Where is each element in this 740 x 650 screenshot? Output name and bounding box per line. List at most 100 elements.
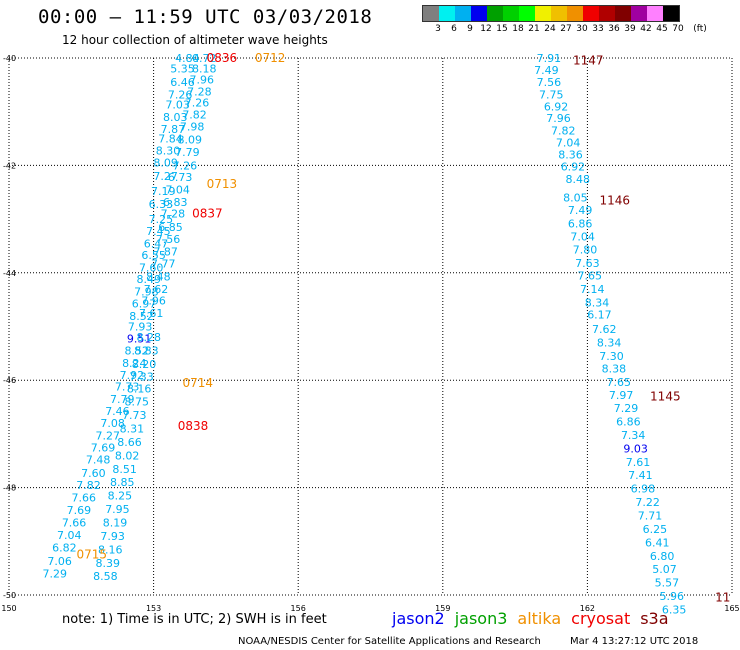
wave-height-value: 7.98 <box>134 286 159 299</box>
legend-label: 6 <box>451 24 457 34</box>
wave-height-value: 7.62 <box>592 323 617 336</box>
wave-height-value: 8.48 <box>146 271 171 284</box>
wave-height-value: 8.83 <box>134 345 159 358</box>
wave-height-value: 7.04 <box>57 529 82 542</box>
wave-height-value: 8.09 <box>153 157 178 170</box>
wave-height-value: 7.82 <box>76 479 101 492</box>
wave-height-value: 7.56 <box>156 233 181 246</box>
satellite-key-cryosat: cryosat <box>571 609 631 628</box>
legend-label: 21 <box>528 24 540 34</box>
wave-height-value: 7.33 <box>129 370 154 383</box>
wave-height-value: 6.25 <box>643 523 668 536</box>
pass-time-label: 1147 <box>573 54 604 68</box>
satellite-key-jason3: jason3 <box>454 609 508 628</box>
wave-height-value: 7.82 <box>182 108 207 121</box>
wave-height-value: 8.05 <box>563 192 588 205</box>
legend-swatch <box>471 6 487 21</box>
legend-swatches <box>422 5 680 22</box>
legend-unit: (ft) <box>693 24 707 34</box>
wave-height-value: 5.35 <box>170 63 195 76</box>
x-tick-label: 165 <box>724 604 739 613</box>
wave-height-value: 8.16 <box>127 382 152 395</box>
wave-height-value: 7.04 <box>570 230 595 243</box>
wave-height-value: 8.18 <box>192 63 217 76</box>
wave-height-value: 7.26 <box>173 159 198 172</box>
legend-label: 45 <box>656 24 668 34</box>
note-text: note: 1) Time is in UTC; 2) SWH is in fe… <box>62 612 327 627</box>
wave-height-value: 7.87 <box>161 123 186 136</box>
wave-height-value: 7.49 <box>534 64 559 77</box>
pass-time-label: 0714 <box>183 376 214 390</box>
legend-label: 24 <box>544 24 556 34</box>
wave-height-value: 8.49 <box>137 273 162 286</box>
wave-height-value: 7.25 <box>149 213 174 226</box>
wave-height-value: 9.03 <box>623 442 648 455</box>
wave-height-value: 7.61 <box>139 307 164 320</box>
satellite-key-altika: altika <box>517 609 562 628</box>
wave-height-value: 8.31 <box>120 423 145 436</box>
wave-height-value: 6.47 <box>144 237 169 250</box>
pass-time-label: 1146 <box>599 193 630 207</box>
wave-height-value: 8.36 <box>558 149 583 162</box>
wave-height-value: 7.22 <box>635 496 660 509</box>
wave-height-value: 8.02 <box>115 449 140 462</box>
wave-height-value: 8.24 <box>122 357 147 370</box>
legend-swatch <box>631 6 647 21</box>
pass-time-label: 0713 <box>207 177 238 191</box>
footer-credit: NOAA/NESDIS Center for Satellite Applica… <box>238 636 541 647</box>
y-tick-label: -48 <box>3 484 16 493</box>
wave-height-value: 7.49 <box>568 204 593 217</box>
pass-time-label: 0836 <box>207 51 238 65</box>
legend-label: 70 <box>672 24 684 34</box>
wave-height-value: 7.84 <box>158 133 183 146</box>
page-subtitle: 12 hour collection of altimeter wave hei… <box>62 33 328 47</box>
wave-height-value: 7.93 <box>100 530 125 543</box>
wave-height-value: 7.28 <box>187 85 212 98</box>
wave-height-value: 7.96 <box>546 112 571 125</box>
satellite-key-s3a: s3a <box>640 609 669 628</box>
wave-height-value: 7.65 <box>606 376 631 389</box>
wave-height-value: 7.97 <box>609 389 634 402</box>
legend-swatch <box>615 6 631 21</box>
wave-height-value: 7.27 <box>96 430 121 443</box>
wave-height-value: 5.96 <box>660 590 685 603</box>
wave-height-value: 7.75 <box>539 89 564 102</box>
wave-height-value: 7.26 <box>185 97 210 110</box>
wave-height-value: 7.56 <box>537 76 562 89</box>
wave-height-value: 7.96 <box>190 73 215 86</box>
wave-height-value: 8.58 <box>93 570 118 583</box>
legend-label: 18 <box>512 24 524 34</box>
wave-height-value: 7.66 <box>71 491 96 504</box>
wave-height-value: 7.29 <box>43 568 68 581</box>
legend-label: 15 <box>496 24 508 34</box>
wave-height-value: 8.48 <box>566 173 591 186</box>
y-tick-label: -46 <box>3 376 16 385</box>
wave-height-value: 8.34 <box>597 337 622 350</box>
wave-height-value: 6.86 <box>568 217 593 230</box>
x-tick-label: 153 <box>146 604 161 613</box>
y-tick-label: -44 <box>3 269 16 278</box>
wave-height-value: 8.66 <box>117 436 142 449</box>
wave-height-value: 7.46 <box>105 405 130 418</box>
wave-height-value: 4.84 <box>175 52 200 65</box>
wave-height-value: 7.06 <box>47 555 72 568</box>
wave-height-value: 8.38 <box>602 362 627 375</box>
legend-swatch <box>535 6 551 21</box>
wave-height-value: 7.93 <box>128 321 153 334</box>
wave-height-value: 7.87 <box>153 245 178 258</box>
wave-height-value: 7.65 <box>578 269 603 282</box>
legend-label: 9 <box>467 24 473 34</box>
legend-label: 12 <box>480 24 492 34</box>
wave-height-value: 8.75 <box>124 396 149 409</box>
wave-height-value: 9.51 <box>127 332 152 345</box>
legend-swatch <box>567 6 583 21</box>
pass-time-label: 0715 <box>76 548 107 562</box>
wave-height-value: 7.73 <box>115 381 140 394</box>
wave-height-value: 8.25 <box>108 490 133 503</box>
wave-height-value: 7.62 <box>144 283 169 296</box>
wave-height-value: 7.73 <box>122 409 147 422</box>
footer-timestamp: Mar 4 13:27:12 UTC 2018 <box>570 636 699 647</box>
wave-height-value: 8.03 <box>163 111 188 124</box>
wave-height-value: 7.98 <box>180 121 205 134</box>
